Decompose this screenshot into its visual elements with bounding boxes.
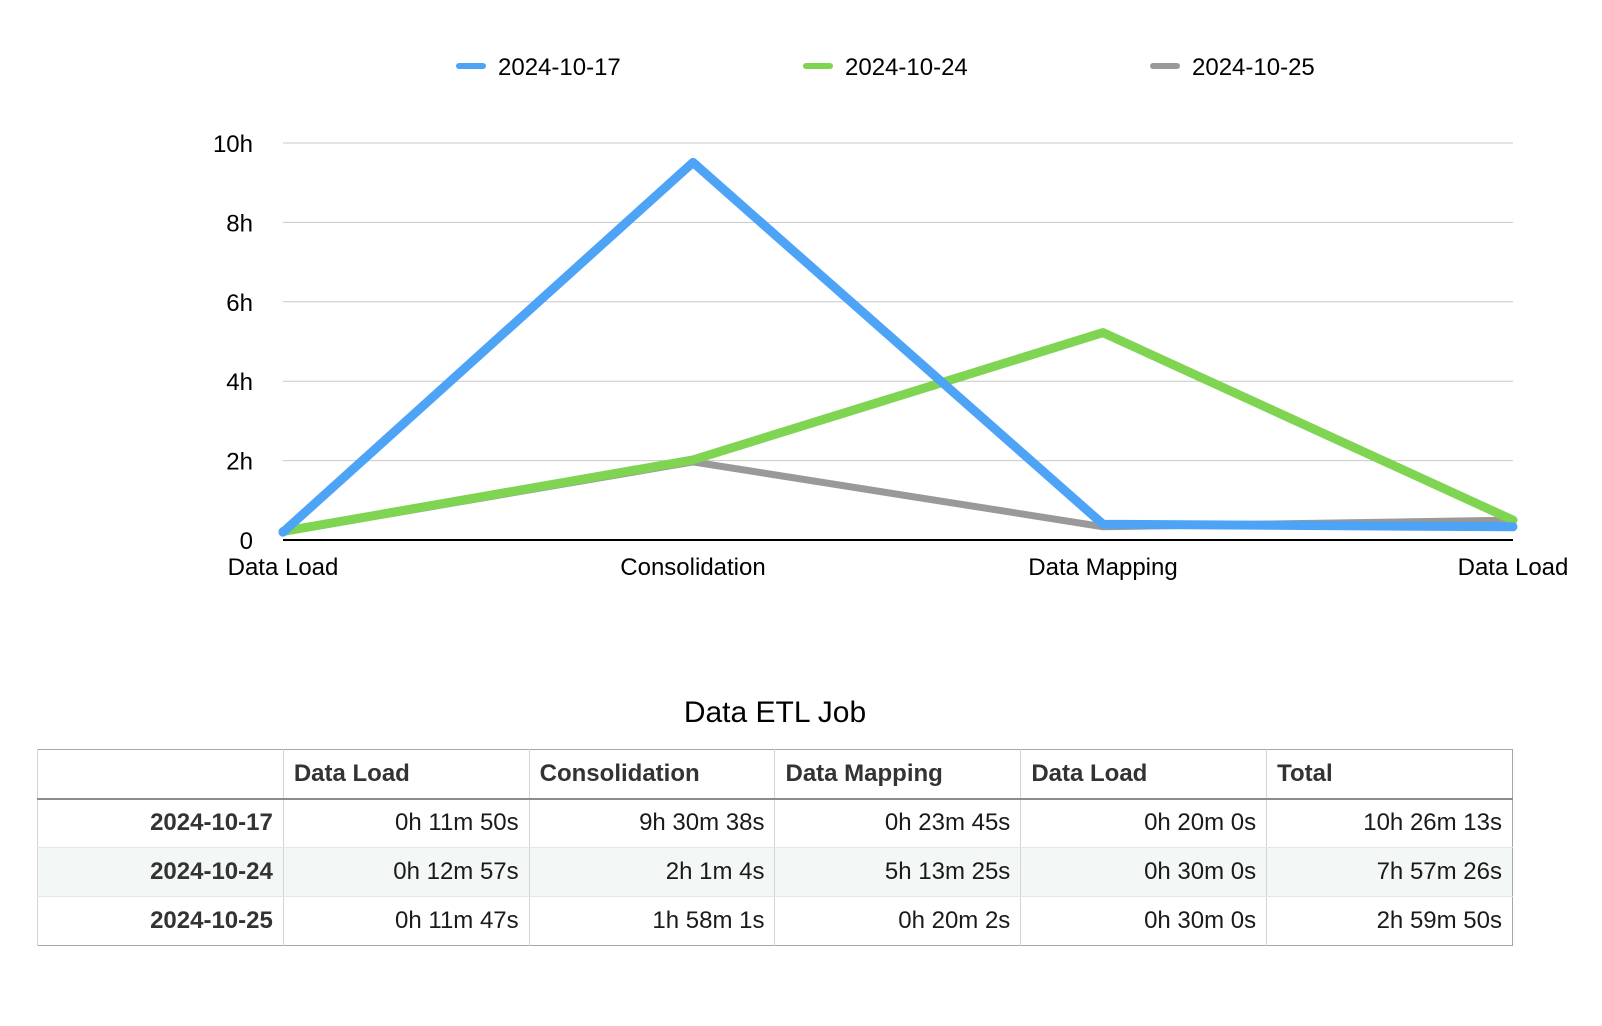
line-chart: 2024-10-17 2024-10-24 2024-10-25 0 2h 4h 6h 8h… <box>213 54 1569 581</box>
table-row: 2024-10-24 0h 12m 57s 2h 1m 4s 5h 13m 25… <box>37 847 1513 897</box>
table-title: Data ETL Job <box>683 696 867 729</box>
legend-label: 2024-10-25 <box>1192 54 1315 81</box>
y-tick-label: 6h <box>226 290 253 317</box>
table-row: 2024-10-25 0h 11m 47s 1h 58m 1s 0h 20m 2… <box>37 896 1513 946</box>
header-data-mapping[interactable]: Data Mapping <box>774 749 1021 800</box>
table-cell: 0h 30m 0s <box>1020 896 1267 946</box>
row-label: 2024-10-25 <box>37 896 284 946</box>
table-cell: 0h 23m 45s <box>774 798 1021 848</box>
table-cell: 0h 20m 0s <box>1020 798 1267 848</box>
table-cell: 0h 30m 0s <box>1020 847 1267 897</box>
series-line <box>278 328 1518 536</box>
chart-legend: 2024-10-17 2024-10-24 2024-10-25 <box>456 54 1315 81</box>
row-label: 2024-10-17 <box>37 798 284 848</box>
table-cell: 0h 11m 50s <box>282 798 530 848</box>
header-data-load[interactable]: Data Load <box>282 749 530 800</box>
series-line <box>278 157 1518 537</box>
x-tick-label: Data Load <box>228 554 339 581</box>
etl-duration-table: Data Load Consolidation Data Mapping Dat… <box>37 749 1513 946</box>
table-cell: 9h 30m 38s <box>528 798 775 848</box>
header-corner-cell <box>37 749 284 800</box>
chart-series <box>278 157 1518 537</box>
header-consolidation[interactable]: Consolidation <box>528 749 775 800</box>
table-header-row: Data Load Consolidation Data Mapping Dat… <box>37 749 1513 800</box>
y-tick-label: 2h <box>226 449 253 476</box>
table-cell: 0h 11m 47s <box>282 896 530 946</box>
y-tick-label: 4h <box>226 369 253 396</box>
row-label: 2024-10-24 <box>37 847 284 897</box>
chart-gridlines <box>283 142 1513 462</box>
legend-label: 2024-10-24 <box>845 54 968 81</box>
table-cell-total: 7h 57m 26s <box>1266 847 1513 897</box>
header-data-load-2[interactable]: Data Load <box>1020 749 1267 800</box>
legend-label: 2024-10-17 <box>498 54 621 81</box>
table-cell: 0h 12m 57s <box>282 847 530 897</box>
header-total[interactable]: Total <box>1266 749 1513 800</box>
x-tick-label: Data Load <box>1458 554 1569 581</box>
x-axis-ticks: Data Load Consolidation Data Mapping Data L… <box>228 554 1569 581</box>
table-cell: 0h 20m 2s <box>774 896 1021 946</box>
table-cell-total: 10h 26m 13s <box>1266 798 1513 848</box>
table-cell: 1h 58m 1s <box>528 896 775 946</box>
y-tick-label: 0 <box>240 528 253 555</box>
y-tick-label: 10h <box>213 131 253 158</box>
x-tick-label: Consolidation <box>620 554 765 581</box>
table-row: 2024-10-17 0h 11m 50s 9h 30m 38s 0h 23m … <box>37 798 1513 848</box>
x-tick-label: Data Mapping <box>1028 554 1177 581</box>
table-cell: 5h 13m 25s <box>774 847 1021 897</box>
y-tick-label: 8h <box>226 210 253 237</box>
table-cell-total: 2h 59m 50s <box>1266 896 1513 946</box>
table-cell: 2h 1m 4s <box>528 847 775 897</box>
y-axis-ticks: 0 2h 4h 6h 8h 10h <box>213 131 253 555</box>
